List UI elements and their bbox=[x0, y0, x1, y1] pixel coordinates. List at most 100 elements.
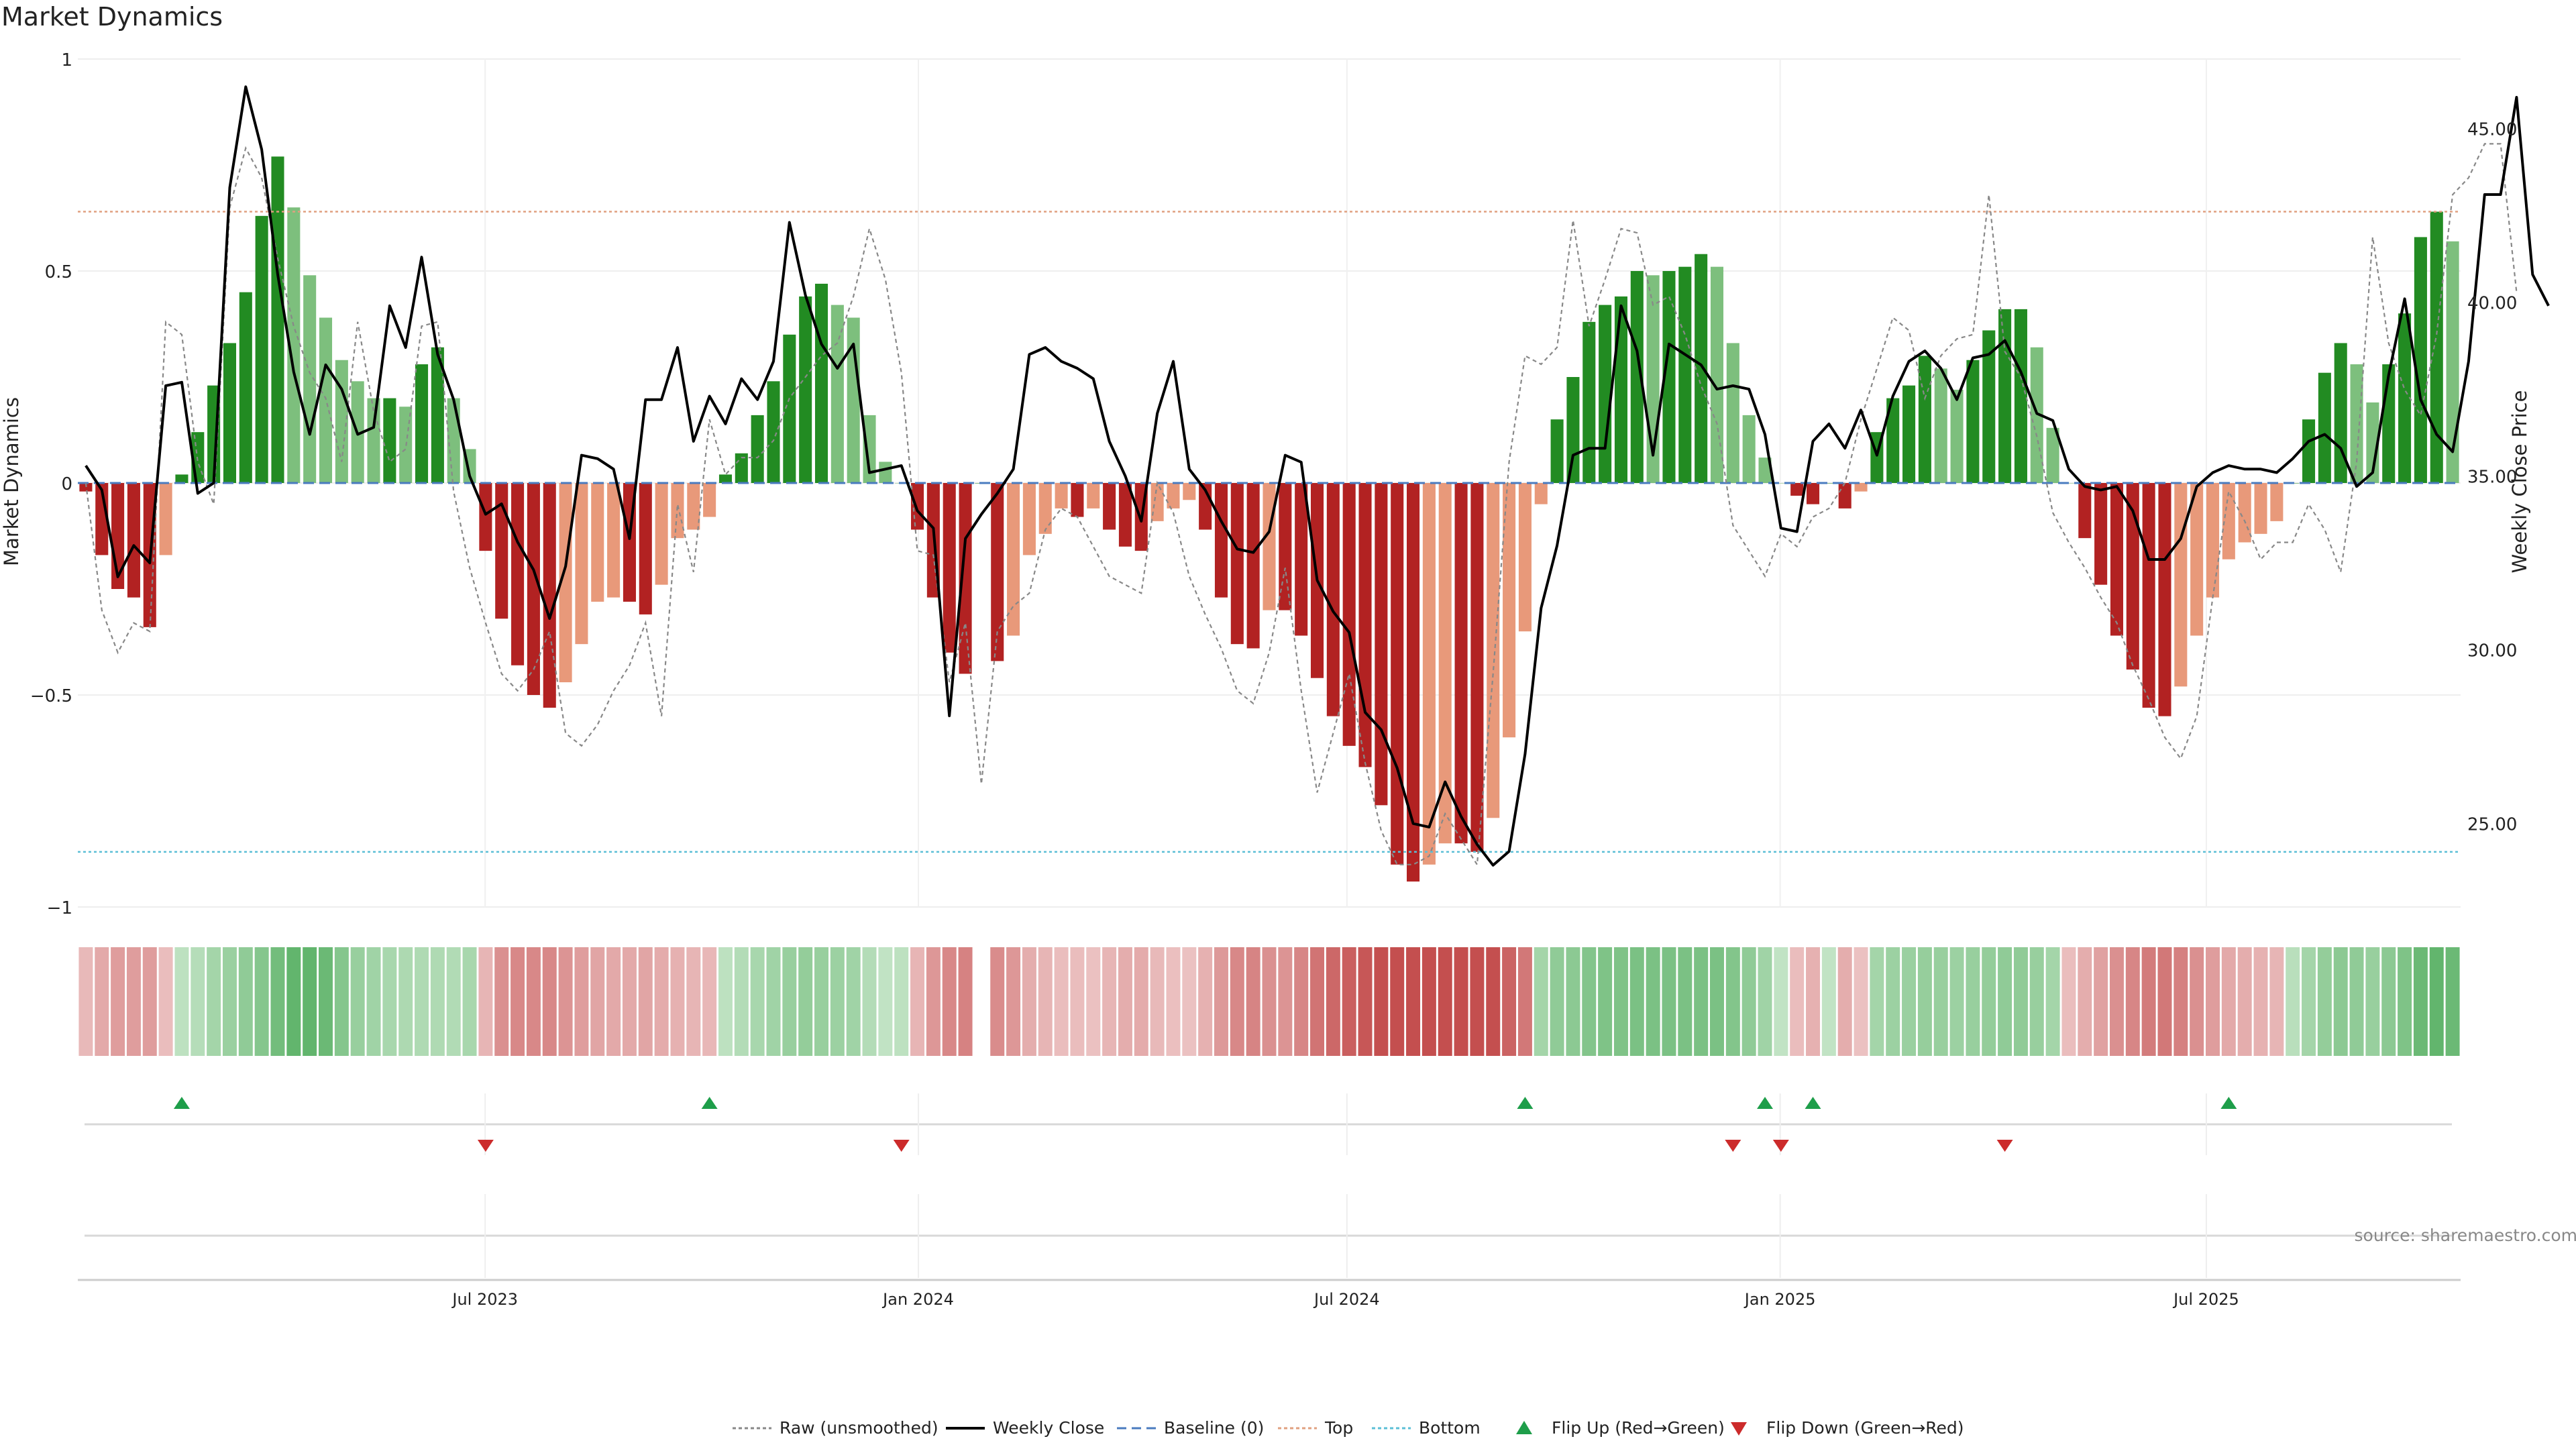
flip-up-marker bbox=[701, 1097, 718, 1109]
dynamics-bar bbox=[1487, 483, 1500, 818]
heat-cell bbox=[894, 947, 909, 1056]
heat-cell bbox=[1022, 947, 1036, 1056]
dynamics-bar bbox=[383, 398, 396, 483]
dynamics-bar bbox=[2446, 241, 2459, 483]
heat-cell bbox=[2206, 947, 2220, 1056]
dynamics-bar bbox=[2366, 402, 2379, 483]
dynamics-bar bbox=[2254, 483, 2267, 534]
heat-cell bbox=[942, 947, 957, 1056]
heat-cell bbox=[2141, 947, 2156, 1056]
heat-cell bbox=[286, 947, 301, 1056]
heat-cell bbox=[1774, 947, 1788, 1056]
dynamics-bar bbox=[2334, 343, 2347, 483]
y-tick-label: −0.5 bbox=[30, 686, 72, 706]
heat-cell bbox=[766, 947, 781, 1056]
x-tick-label: Jul 2025 bbox=[2172, 1290, 2239, 1309]
flip-up-marker bbox=[1757, 1097, 1774, 1109]
heat-cell bbox=[1086, 947, 1101, 1056]
y2-tick-label: 25.00 bbox=[2467, 815, 2517, 835]
heat-cell bbox=[1646, 947, 1660, 1056]
heat-cell bbox=[702, 947, 717, 1056]
weekly-close-line bbox=[85, 85, 2550, 867]
dynamics-bar bbox=[1055, 483, 1068, 508]
dynamics-bar bbox=[1950, 389, 1964, 483]
heat-cell bbox=[1949, 947, 1964, 1056]
heat-cell bbox=[1982, 947, 1996, 1056]
heat-cell bbox=[1390, 947, 1405, 1056]
heat-cell bbox=[1758, 947, 1772, 1056]
dynamics-bar bbox=[303, 275, 317, 483]
y2-tick-label: 40.00 bbox=[2467, 294, 2517, 314]
dynamics-bar bbox=[543, 483, 556, 708]
heat-cell bbox=[1421, 947, 1436, 1056]
heat-cell bbox=[1566, 947, 1580, 1056]
dynamics-bar bbox=[1503, 483, 1516, 738]
heat-cell bbox=[718, 947, 733, 1056]
dynamics-bar bbox=[575, 483, 588, 645]
dynamics-bar bbox=[1295, 483, 1308, 636]
heat-cell bbox=[334, 947, 349, 1056]
dynamics-bar bbox=[2350, 364, 2363, 483]
heat-cell bbox=[1821, 947, 1836, 1056]
dynamics-bar bbox=[559, 483, 572, 683]
x-tick-label: Jan 2024 bbox=[881, 1290, 954, 1309]
dynamics-bar bbox=[2238, 483, 2251, 543]
heat-cell bbox=[1933, 947, 1948, 1056]
heat-cell bbox=[670, 947, 685, 1056]
heat-cell bbox=[1837, 947, 1852, 1056]
dynamics-bar bbox=[1022, 483, 1036, 555]
y-axis-label: Market Dynamics bbox=[0, 397, 23, 566]
heat-cell bbox=[222, 947, 237, 1056]
heat-cell bbox=[446, 947, 461, 1056]
heat-cell bbox=[1741, 947, 1756, 1056]
heat-cell bbox=[2317, 947, 2332, 1056]
dynamics-bar bbox=[1599, 305, 1612, 483]
dynamics-bar bbox=[1630, 271, 1644, 483]
heat-cell bbox=[2237, 947, 2252, 1056]
dynamics-bar bbox=[655, 483, 668, 585]
dynamics-bar bbox=[1774, 483, 1788, 484]
dynamics-bar bbox=[2126, 483, 2139, 670]
dynamics-bar bbox=[159, 483, 172, 555]
heat-cell bbox=[494, 947, 509, 1056]
flip-up-marker bbox=[1517, 1097, 1534, 1109]
heat-cell bbox=[142, 947, 157, 1056]
dynamics-bar bbox=[2398, 313, 2412, 483]
dynamics-bar bbox=[495, 483, 508, 619]
dynamics-bar bbox=[1007, 483, 1020, 636]
dynamics-bar bbox=[1263, 483, 1276, 610]
dynamics-bar bbox=[2414, 237, 2427, 483]
dynamics-bar bbox=[2302, 419, 2316, 483]
dynamics-bar bbox=[1758, 458, 1772, 483]
heat-cell bbox=[1310, 947, 1325, 1056]
dynamics-bar bbox=[127, 483, 140, 598]
dynamics-bar bbox=[367, 398, 380, 483]
heat-cell bbox=[1613, 947, 1628, 1056]
heat-cell bbox=[926, 947, 941, 1056]
dynamics-bar bbox=[959, 483, 972, 674]
heat-cell bbox=[1486, 947, 1501, 1056]
heat-cell bbox=[862, 947, 877, 1056]
dynamics-bar bbox=[1902, 385, 1916, 483]
dynamics-bar bbox=[1167, 483, 1180, 508]
heat-cell bbox=[2078, 947, 2092, 1056]
dynamics-bar bbox=[2206, 483, 2220, 598]
heat-cell bbox=[2109, 947, 2124, 1056]
chart-title: Market Dynamics bbox=[1, 2, 223, 32]
heat-cell bbox=[1886, 947, 1900, 1056]
heat-cell bbox=[319, 947, 333, 1056]
dynamics-bar bbox=[1438, 483, 1452, 844]
dynamics-bar bbox=[1422, 483, 1436, 865]
heat-cell bbox=[111, 947, 125, 1056]
heat-cell bbox=[238, 947, 253, 1056]
dynamics-bar bbox=[1582, 321, 1596, 483]
heat-cell bbox=[622, 947, 637, 1056]
heat-cell bbox=[1854, 947, 1868, 1056]
heat-cell bbox=[574, 947, 589, 1056]
dynamics-bar bbox=[751, 415, 764, 483]
heat-cell bbox=[590, 947, 605, 1056]
dynamics-bar bbox=[1614, 296, 1627, 483]
dynamics-bar bbox=[991, 483, 1004, 661]
heat-cell bbox=[2125, 947, 2140, 1056]
